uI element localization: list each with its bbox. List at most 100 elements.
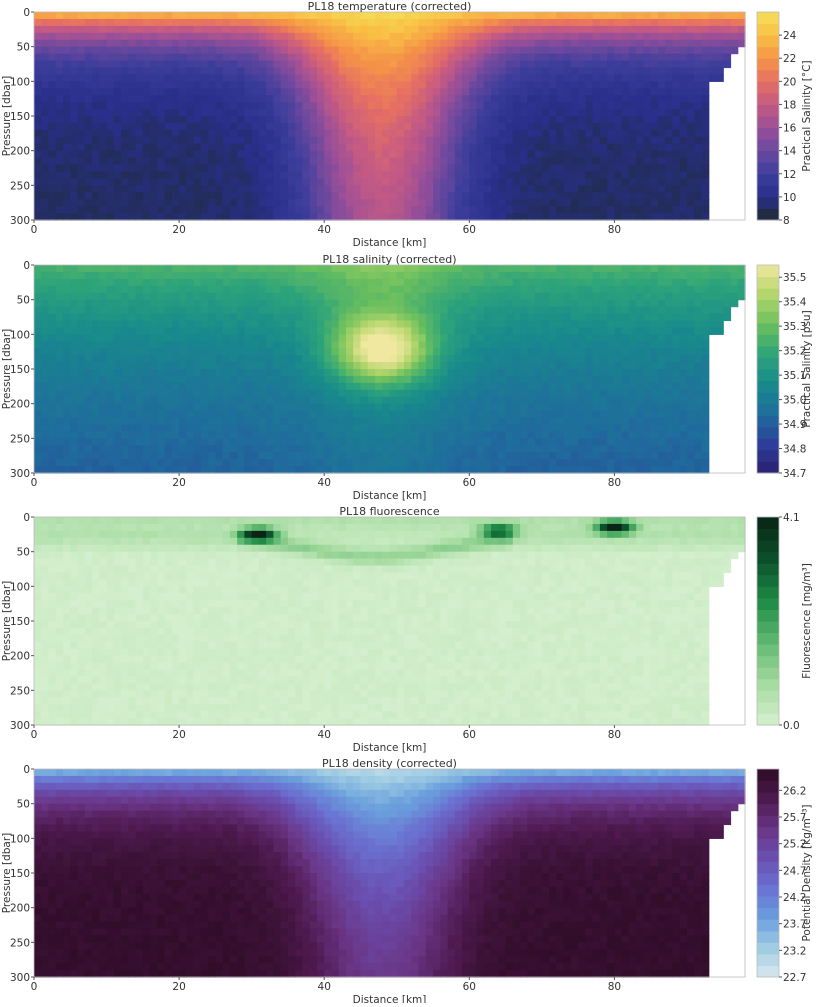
heatmap-cell <box>469 33 477 41</box>
heatmap-cell <box>324 307 332 315</box>
heatmap-cell <box>194 452 202 460</box>
heatmap-cell <box>56 362 64 370</box>
heatmap-cell <box>56 137 64 145</box>
heatmap-cell <box>448 383 456 391</box>
heatmap-cell <box>208 265 216 273</box>
heatmap-cell <box>491 213 499 221</box>
y-tick-label: 300 <box>10 215 30 227</box>
heatmap-cell <box>375 272 383 280</box>
heatmap-cell <box>411 199 419 207</box>
heatmap-cell <box>462 272 470 280</box>
heatmap-cell <box>63 47 71 55</box>
heatmap-cell <box>491 158 499 166</box>
heatmap-cell <box>34 185 42 193</box>
heatmap-cell <box>63 54 71 62</box>
heatmap-cell <box>498 459 506 467</box>
heatmap-cell <box>665 206 673 214</box>
heatmap-cell <box>259 54 267 62</box>
heatmap-cell <box>375 418 383 426</box>
heatmap-cell <box>78 293 86 301</box>
heatmap-cell <box>70 327 78 335</box>
heatmap-cell <box>63 341 71 349</box>
heatmap-cell <box>128 116 136 124</box>
heatmap-cell <box>701 206 709 214</box>
heatmap-cell <box>469 307 477 315</box>
heatmap-cell <box>426 355 434 363</box>
heatmap-cell <box>390 137 398 145</box>
heatmap-cell <box>607 61 615 69</box>
heatmap-cell <box>404 334 412 342</box>
heatmap-cell <box>433 348 441 356</box>
heatmap-cell <box>208 445 216 453</box>
heatmap-cell <box>549 213 557 221</box>
heatmap-cell <box>411 67 419 75</box>
heatmap-cell <box>179 438 187 446</box>
heatmap-cell <box>157 61 165 69</box>
heatmap-cell <box>353 165 361 173</box>
heatmap-cell <box>520 206 528 214</box>
heatmap-cell <box>49 26 57 34</box>
heatmap-cell <box>208 199 216 207</box>
heatmap-cell <box>186 279 194 287</box>
heatmap-cell <box>150 390 158 398</box>
heatmap-cell <box>397 171 405 179</box>
heatmap-cell <box>614 130 622 138</box>
heatmap-cell <box>593 33 601 41</box>
heatmap-cell <box>390 341 398 349</box>
heatmap-cell <box>259 116 267 124</box>
heatmap-cell <box>186 213 194 221</box>
heatmap-cell <box>273 390 281 398</box>
heatmap-cell <box>419 61 427 69</box>
heatmap-cell <box>172 390 180 398</box>
heatmap-cell <box>658 199 666 207</box>
heatmap-cell <box>477 445 485 453</box>
heatmap-cell <box>701 19 709 27</box>
heatmap-cell <box>477 116 485 124</box>
heatmap-cell <box>324 26 332 34</box>
heatmap-cell <box>56 95 64 103</box>
heatmap-cell <box>607 158 615 166</box>
heatmap-cell <box>701 33 709 41</box>
heatmap-cell <box>230 418 238 426</box>
heatmap-cell <box>266 26 274 34</box>
heatmap-cell <box>593 67 601 75</box>
heatmap-cell <box>114 459 122 467</box>
heatmap-cell <box>63 424 71 432</box>
heatmap-cell <box>186 438 194 446</box>
heatmap-cell <box>397 54 405 62</box>
heatmap-cell <box>317 348 325 356</box>
heatmap-cell <box>694 213 702 221</box>
heatmap-cell <box>360 452 368 460</box>
heatmap-cell <box>179 19 187 27</box>
heatmap-cell <box>157 341 165 349</box>
heatmap-cell <box>426 452 434 460</box>
heatmap-cell <box>136 300 144 308</box>
heatmap-cell <box>56 109 64 117</box>
heatmap-cell <box>99 12 107 20</box>
heatmap-cell <box>346 279 354 287</box>
heatmap-cell <box>121 199 129 207</box>
heatmap-cell <box>419 54 427 62</box>
heatmap-cell <box>208 272 216 280</box>
heatmap-cell <box>498 452 506 460</box>
heatmap-cell <box>419 314 427 322</box>
heatmap-cell <box>78 81 86 89</box>
heatmap-cell <box>600 165 608 173</box>
heatmap-cell <box>114 116 122 124</box>
heatmap-cell <box>107 362 115 370</box>
heatmap-cell <box>578 151 586 159</box>
heatmap-cell <box>390 265 398 273</box>
heatmap-cell <box>70 369 78 377</box>
heatmap-cell <box>506 424 514 432</box>
heatmap-cell <box>506 12 514 20</box>
heatmap-cell <box>404 314 412 322</box>
heatmap-cell <box>99 348 107 356</box>
heatmap-cell <box>498 279 506 287</box>
heatmap-cell <box>419 376 427 384</box>
heatmap-cell <box>346 466 354 474</box>
heatmap-cell <box>622 158 630 166</box>
heatmap-cell <box>556 26 564 34</box>
colorbar-swatch <box>757 58 779 70</box>
heatmap-cell <box>448 320 456 328</box>
heatmap-cell <box>56 265 64 273</box>
